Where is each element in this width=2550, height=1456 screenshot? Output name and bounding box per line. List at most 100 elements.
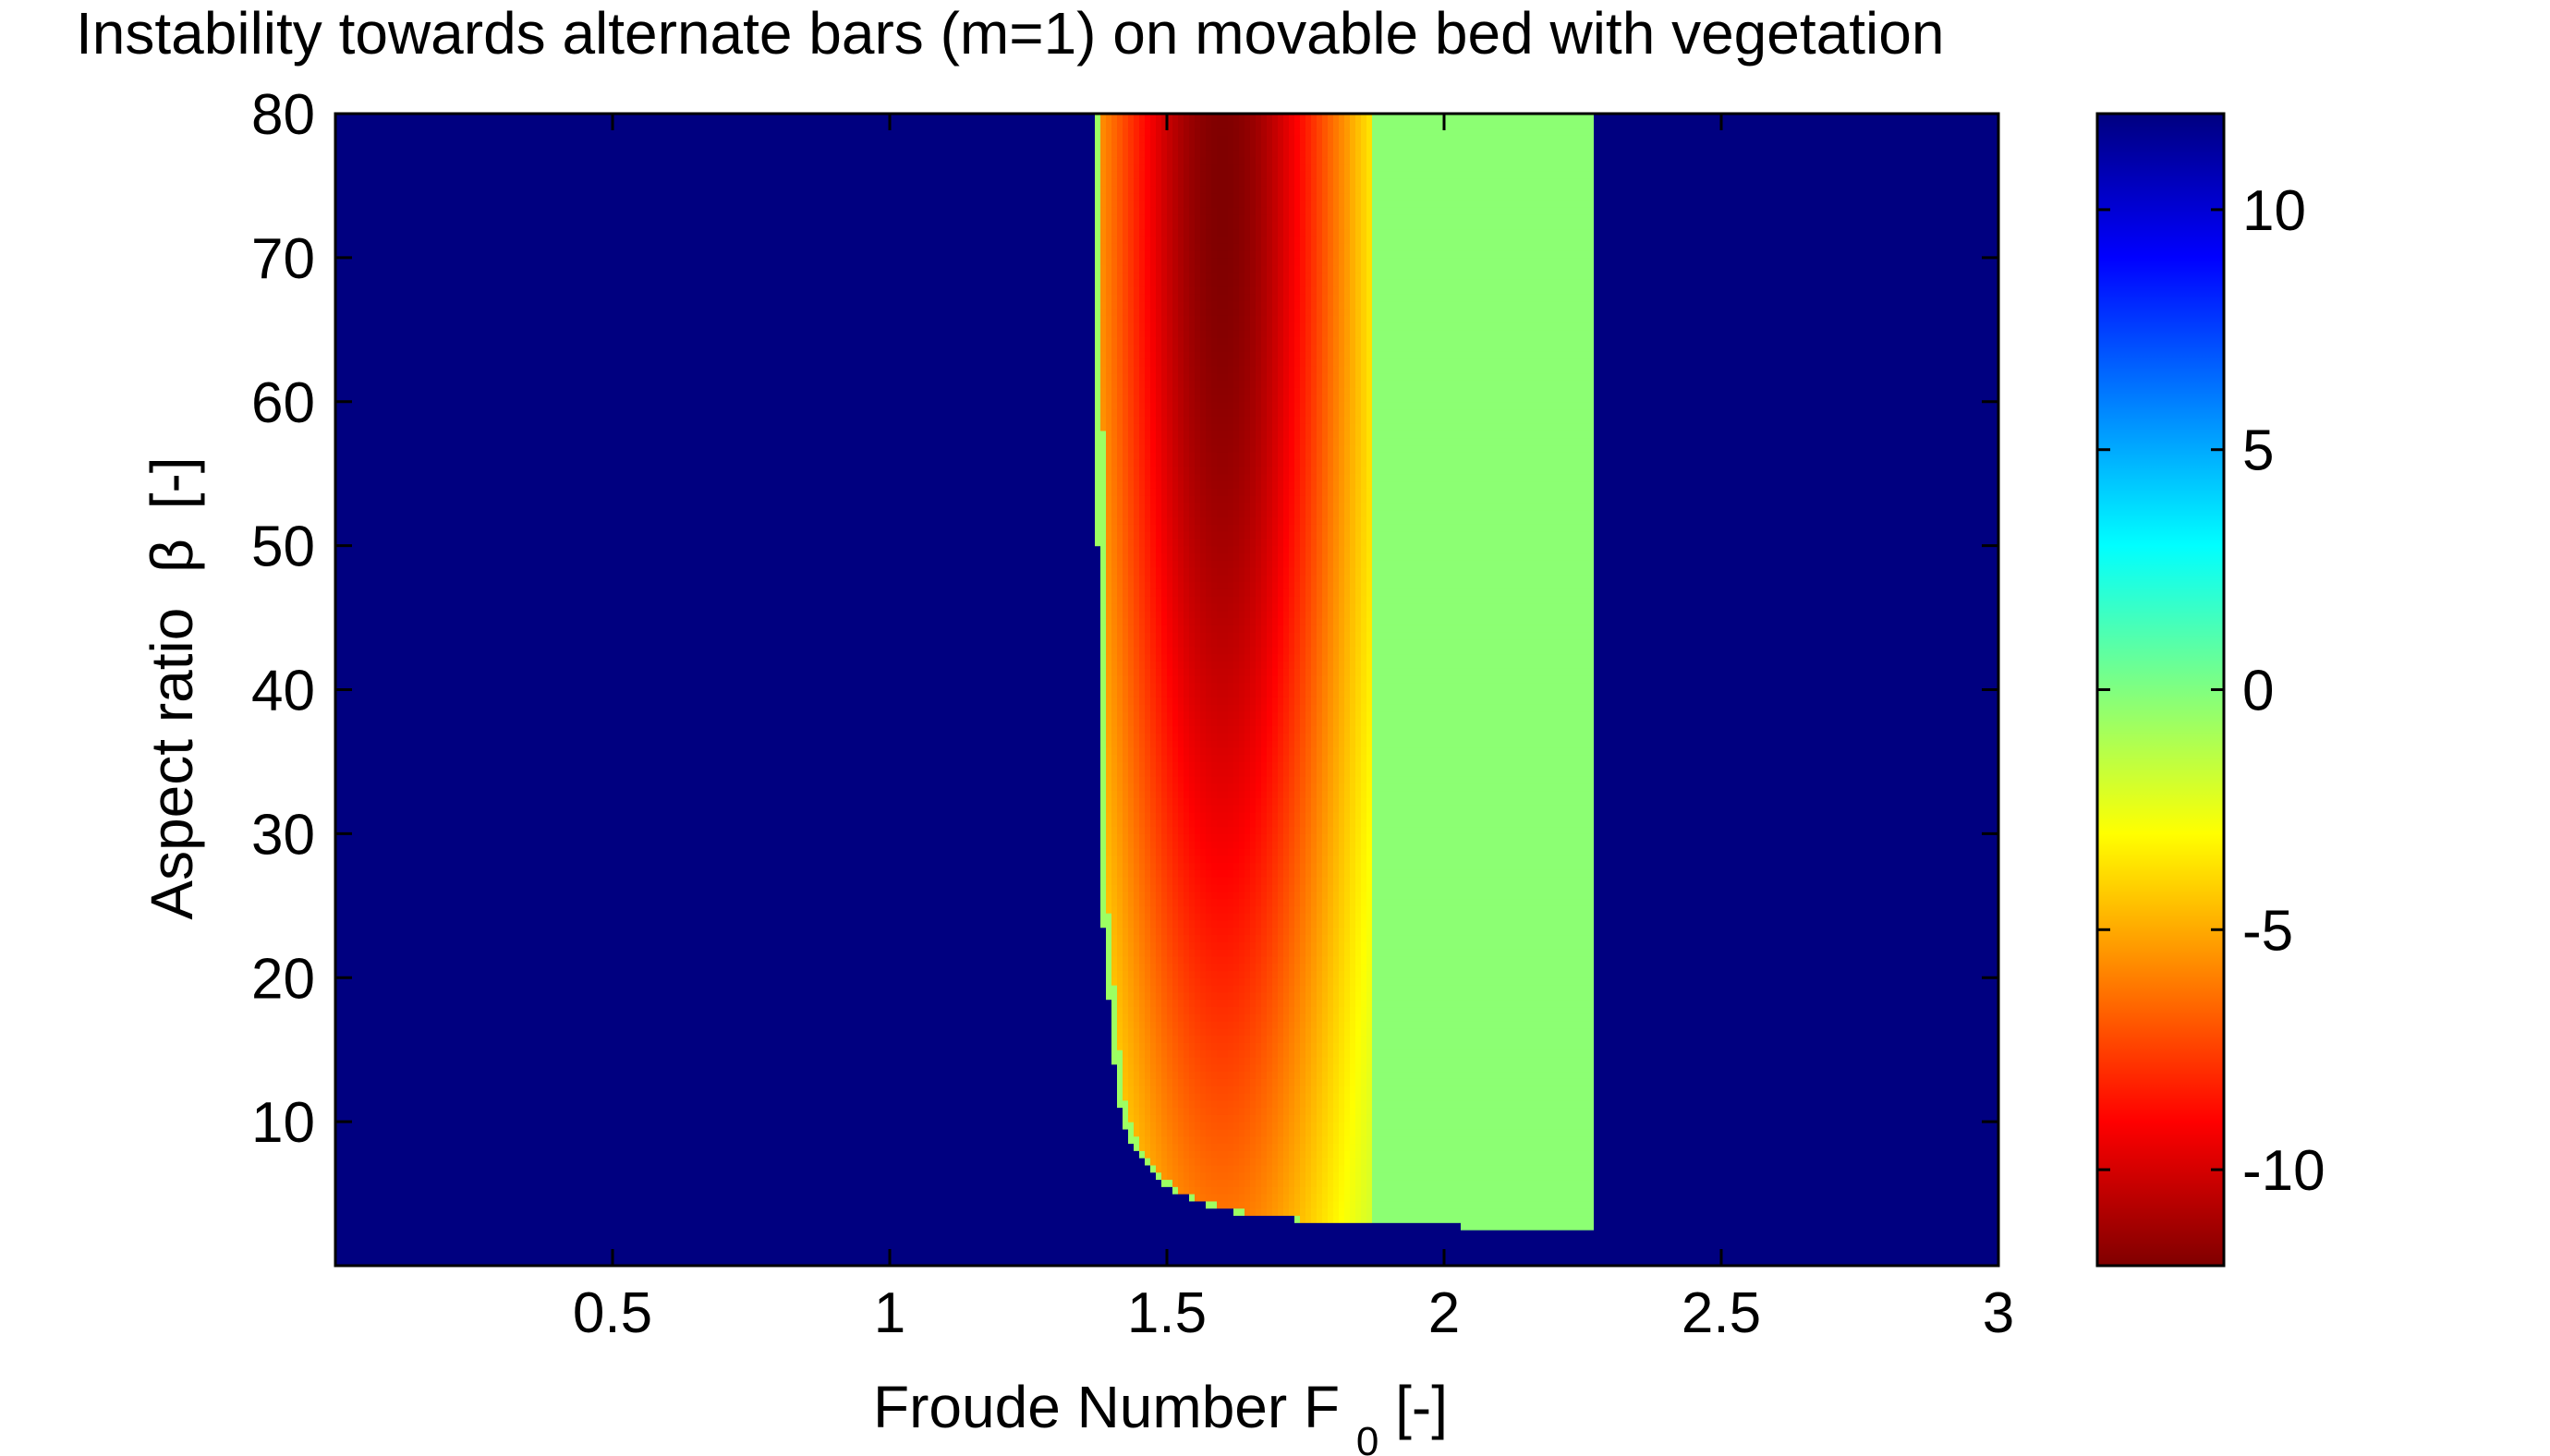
heatmap-cell xyxy=(430,423,436,431)
heatmap-cell xyxy=(391,1129,397,1136)
heatmap-cell xyxy=(441,409,447,417)
heatmap-cell xyxy=(446,761,453,769)
heatmap-cell xyxy=(424,647,431,654)
heatmap-cell xyxy=(413,1064,419,1072)
heatmap-cell xyxy=(446,1201,453,1208)
heatmap-cell xyxy=(352,380,358,387)
heatmap-cell xyxy=(402,272,408,279)
heatmap-cell xyxy=(391,294,397,301)
heatmap-cell xyxy=(407,934,414,941)
heatmap-cell xyxy=(435,351,442,358)
heatmap-cell xyxy=(352,769,358,776)
heatmap-cell xyxy=(391,337,397,345)
heatmap-cell xyxy=(435,229,442,237)
heatmap-cell xyxy=(352,423,358,431)
heatmap-cell xyxy=(385,186,392,193)
heatmap-cell xyxy=(430,171,436,178)
heatmap-cell xyxy=(413,423,419,431)
heatmap-cell xyxy=(374,812,381,819)
heatmap-cell xyxy=(341,1042,347,1050)
heatmap-cell xyxy=(341,632,347,639)
heatmap-cell xyxy=(407,135,414,142)
heatmap-cell xyxy=(369,985,375,992)
heatmap-cell xyxy=(419,186,425,193)
heatmap-cell xyxy=(341,1179,347,1186)
heatmap-cell xyxy=(391,869,397,877)
heatmap-cell xyxy=(363,567,370,575)
heatmap-cell xyxy=(430,956,436,964)
heatmap-cell xyxy=(430,157,436,164)
heatmap-cell xyxy=(413,1122,419,1129)
heatmap-cell xyxy=(346,488,353,495)
heatmap-cell xyxy=(441,582,447,589)
heatmap-cell xyxy=(352,797,358,805)
heatmap-cell xyxy=(402,222,408,229)
heatmap-cell xyxy=(430,769,436,776)
heatmap-cell xyxy=(385,725,392,733)
heatmap-cell xyxy=(385,351,392,358)
heatmap-cell xyxy=(430,992,436,1000)
heatmap-cell xyxy=(441,675,447,683)
heatmap-cell xyxy=(374,668,381,675)
heatmap-cell xyxy=(424,1013,431,1021)
heatmap-cell xyxy=(430,1251,436,1258)
heatmap-cell xyxy=(363,373,370,381)
heatmap-cell xyxy=(407,675,414,683)
heatmap-cell xyxy=(396,848,403,855)
heatmap-cell xyxy=(341,797,347,805)
heatmap-cell xyxy=(402,625,408,632)
heatmap-cell xyxy=(441,977,447,985)
heatmap-cell xyxy=(341,884,347,892)
heatmap-cell xyxy=(385,330,392,337)
heatmap-cell xyxy=(380,524,386,531)
heatmap-cell xyxy=(374,516,381,524)
heatmap-cell xyxy=(391,373,397,381)
heatmap-cell xyxy=(419,567,425,575)
heatmap-cell xyxy=(424,1000,431,1007)
heatmap-cell xyxy=(346,769,353,776)
heatmap-cell xyxy=(374,546,381,553)
heatmap-cell xyxy=(363,1158,370,1165)
heatmap-cell xyxy=(385,1036,392,1043)
heatmap-cell xyxy=(402,315,408,322)
heatmap-cell xyxy=(407,1244,414,1252)
heatmap-cell xyxy=(424,1179,431,1186)
heatmap-cell xyxy=(396,480,403,488)
heatmap-cell xyxy=(407,1230,414,1237)
heatmap-cell xyxy=(424,1050,431,1057)
heatmap-cell xyxy=(346,582,353,589)
heatmap-cell xyxy=(374,1108,381,1115)
heatmap-cell xyxy=(441,539,447,546)
heatmap-cell xyxy=(391,747,397,755)
heatmap-cell xyxy=(419,416,425,423)
heatmap-cell xyxy=(358,719,364,726)
heatmap-cell xyxy=(380,956,386,964)
heatmap-cell xyxy=(424,797,431,805)
heatmap-cell xyxy=(430,977,436,985)
heatmap-cell xyxy=(380,1042,386,1050)
heatmap-cell xyxy=(374,848,381,855)
heatmap-cell xyxy=(358,1013,364,1021)
heatmap-cell xyxy=(369,279,375,286)
heatmap-cell xyxy=(413,647,419,654)
heatmap-cell xyxy=(419,258,425,265)
heatmap-cell xyxy=(391,805,397,812)
heatmap-cell xyxy=(419,452,425,459)
heatmap-cell xyxy=(430,142,436,150)
heatmap-cell xyxy=(396,1129,403,1136)
heatmap-cell xyxy=(419,171,425,178)
heatmap-cell xyxy=(430,1144,436,1151)
heatmap-cell xyxy=(413,539,419,546)
heatmap-cell xyxy=(358,1208,364,1216)
heatmap-cell xyxy=(407,761,414,769)
heatmap-cell xyxy=(441,344,447,351)
heatmap-cell xyxy=(396,697,403,704)
heatmap-cell xyxy=(363,819,370,827)
heatmap-cell xyxy=(446,1186,453,1194)
heatmap-cell xyxy=(358,1129,364,1136)
heatmap-cell xyxy=(407,286,414,294)
heatmap-cell xyxy=(391,1036,397,1043)
heatmap-cell xyxy=(419,308,425,315)
heatmap-cell xyxy=(419,848,425,855)
heatmap-cell xyxy=(419,761,425,769)
